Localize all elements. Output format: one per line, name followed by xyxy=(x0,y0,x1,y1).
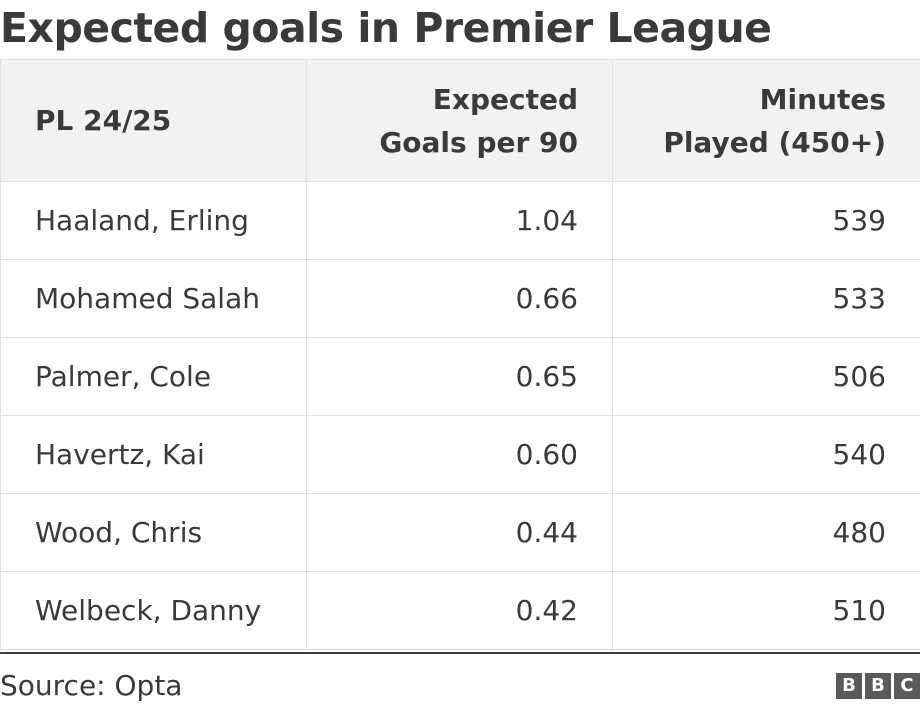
source-note: Source: Opta xyxy=(0,669,183,702)
bbc-logo: B B C xyxy=(836,673,920,699)
footer-divider xyxy=(0,652,920,654)
player-name-cell: Havertz, Kai xyxy=(0,415,307,494)
minutes-played-cell: 539 xyxy=(612,181,920,260)
table-header-row: PL 24/25 Expected Goals per 90 Minutes P… xyxy=(0,59,920,182)
xg-per-90-cell: 0.65 xyxy=(306,337,613,416)
logo-letter: B xyxy=(865,673,891,699)
data-table: PL 24/25 Expected Goals per 90 Minutes P… xyxy=(0,59,920,650)
minutes-played-cell: 540 xyxy=(612,415,920,494)
xg-per-90-cell: 0.44 xyxy=(306,493,613,572)
logo-letter: B xyxy=(836,673,862,699)
minutes-played-cell: 480 xyxy=(612,493,920,572)
minutes-played-cell: 510 xyxy=(612,571,920,650)
xg-per-90-cell: 1.04 xyxy=(306,181,613,260)
table-body: Haaland, Erling 1.04 539 Mohamed Salah 0.66 5… xyxy=(0,181,920,650)
minutes-played-cell: 533 xyxy=(612,259,920,338)
xg-per-90-cell: 0.60 xyxy=(306,415,613,494)
logo-letter: C xyxy=(894,673,920,699)
column-header-season: PL 24/25 xyxy=(0,59,307,182)
chart-title: Expected goals in Premier League xyxy=(0,4,772,52)
xg-per-90-cell: 0.66 xyxy=(306,259,613,338)
table-row: Havertz, Kai 0.60 540 xyxy=(0,415,920,494)
column-header-xg-per-90: Expected Goals per 90 xyxy=(306,59,613,182)
table-row: Mohamed Salah 0.66 533 xyxy=(0,259,920,338)
xg-per-90-cell: 0.42 xyxy=(306,571,613,650)
table-row: Welbeck, Danny 0.42 510 xyxy=(0,571,920,650)
player-name-cell: Haaland, Erling xyxy=(0,181,307,260)
player-name-cell: Mohamed Salah xyxy=(0,259,307,338)
table-row: Haaland, Erling 1.04 539 xyxy=(0,181,920,260)
table-row: Wood, Chris 0.44 480 xyxy=(0,493,920,572)
data-table-container: PL 24/25 Expected Goals per 90 Minutes P… xyxy=(0,59,920,650)
table-row: Palmer, Cole 0.65 506 xyxy=(0,337,920,416)
player-name-cell: Wood, Chris xyxy=(0,493,307,572)
player-name-cell: Palmer, Cole xyxy=(0,337,307,416)
column-header-minutes: Minutes Played (450+) xyxy=(612,59,920,182)
minutes-played-cell: 506 xyxy=(612,337,920,416)
player-name-cell: Welbeck, Danny xyxy=(0,571,307,650)
